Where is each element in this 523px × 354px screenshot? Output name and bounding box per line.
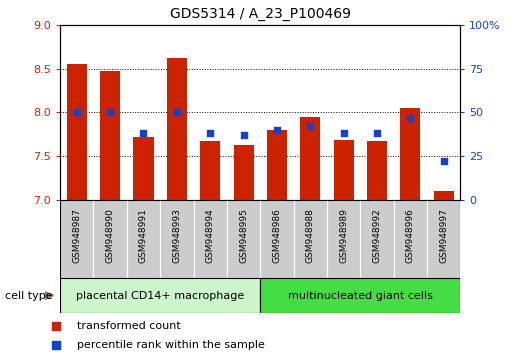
Point (52, 343, 61, 348)
Text: cell type: cell type (5, 291, 53, 301)
Bar (260, 200, 293, 278)
Bar (300, 117, 320, 200)
Bar (94, 200, 127, 278)
Bar (160, 200, 194, 278)
Text: GSM948994: GSM948994 (206, 208, 214, 263)
Bar (100, 71, 120, 200)
Bar (360, 200, 393, 278)
Text: multinucleated giant cells: multinucleated giant cells (288, 291, 433, 301)
Point (173, 110, 181, 115)
Text: GSM948993: GSM948993 (173, 208, 181, 263)
Point (240, 132, 248, 138)
Text: GSM948988: GSM948988 (306, 208, 315, 263)
Bar (127, 200, 160, 278)
Bar (293, 200, 327, 278)
Text: GSM948996: GSM948996 (406, 208, 415, 263)
Bar (60, 200, 94, 278)
Bar (133, 137, 154, 200)
Text: GSM948992: GSM948992 (372, 208, 381, 263)
Bar (427, 200, 460, 278)
Point (272, 127, 281, 133)
Bar (394, 200, 427, 278)
Bar (267, 130, 287, 200)
Bar (327, 200, 360, 278)
Bar (60, 278, 260, 313)
Point (339, 131, 348, 136)
Bar (194, 200, 227, 278)
Point (52, 323, 61, 329)
Title: GDS5314 / A_23_P100469: GDS5314 / A_23_P100469 (169, 7, 351, 21)
Bar (227, 200, 260, 278)
Text: transformed count: transformed count (77, 321, 181, 331)
Bar (233, 145, 254, 200)
Bar (167, 58, 187, 200)
Text: GSM948995: GSM948995 (239, 208, 248, 263)
Text: GSM948989: GSM948989 (339, 208, 348, 263)
Point (139, 131, 147, 136)
Text: GSM948991: GSM948991 (139, 208, 148, 263)
Point (373, 131, 381, 136)
Text: GSM948990: GSM948990 (106, 208, 115, 263)
Text: percentile rank within the sample: percentile rank within the sample (77, 341, 265, 350)
Text: GSM948997: GSM948997 (439, 208, 448, 263)
Point (106, 110, 115, 115)
Text: GSM948986: GSM948986 (272, 208, 281, 263)
Text: GSM948987: GSM948987 (72, 208, 81, 263)
Text: placental CD14+ macrophage: placental CD14+ macrophage (76, 291, 244, 301)
Point (306, 124, 314, 129)
Point (439, 159, 448, 164)
Point (406, 115, 414, 120)
Point (73, 110, 81, 115)
Bar (400, 108, 420, 200)
Point (206, 131, 214, 136)
Bar (334, 141, 354, 200)
Bar (200, 141, 220, 200)
Bar (434, 191, 453, 200)
Bar (260, 278, 460, 313)
Bar (367, 141, 387, 200)
Bar (67, 64, 87, 200)
